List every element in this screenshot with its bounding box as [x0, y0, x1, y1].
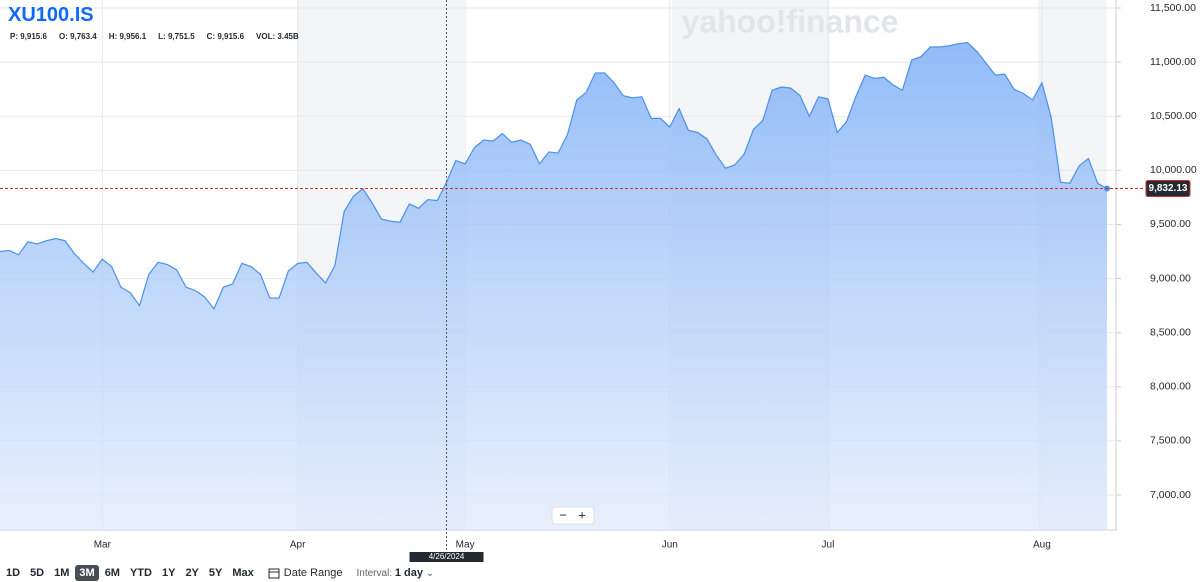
- y-tick-label: 10,500.00: [1150, 110, 1197, 122]
- y-tick-label: 10,000.00: [1150, 164, 1197, 176]
- range-button[interactable]: 5Y: [208, 567, 223, 579]
- date-range[interactable]: Date Range: [268, 567, 343, 579]
- quote-item: P: 9,915.6: [10, 32, 47, 41]
- interval[interactable]: Interval: 1 day ⌄: [356, 567, 435, 579]
- range-button[interactable]: 1M: [54, 567, 70, 579]
- x-tick-label: Jun: [662, 540, 678, 551]
- quote-key: L:: [158, 32, 166, 41]
- x-tick-label: Aug: [1033, 540, 1051, 551]
- header: XU100.IS: [8, 4, 94, 27]
- range-button[interactable]: YTD: [129, 567, 152, 579]
- zoom-control: − +: [551, 506, 595, 525]
- quote-value: 9,751.5: [167, 32, 195, 41]
- quote-key: VOL:: [256, 32, 276, 41]
- quote-item: H: 9,956.1: [109, 32, 146, 41]
- y-tick-label: 11,500.00: [1150, 2, 1196, 14]
- date-range-label: Date Range: [283, 567, 343, 579]
- quote-key: H:: [108, 32, 118, 41]
- quote: P: 9,915.6 O: 9,763.4 H: 9,956.1 L: 9,751.5…: [10, 32, 299, 41]
- y-tick-label: 7,500.00: [1150, 435, 1191, 447]
- y-tick-label: 8,000.00: [1150, 381, 1191, 393]
- range-button[interactable]: 1D: [6, 567, 21, 579]
- calendar-icon: [268, 568, 280, 579]
- x-tick-label: Apr: [290, 540, 306, 551]
- line: [0, 42, 1108, 311]
- range-button[interactable]: 2Y: [185, 567, 199, 579]
- range-button[interactable]: 1Y: [161, 567, 176, 579]
- y-tick-label: 7,000.00: [1150, 489, 1191, 501]
- zoom-out[interactable]: −: [559, 507, 567, 522]
- y-tick-label: 8,500.00: [1150, 326, 1191, 338]
- quote-value: 3.45B: [277, 32, 299, 41]
- quote-key: P:: [10, 32, 18, 41]
- watermark: yahoo!finance: [682, 3, 899, 39]
- x-tick-label: Jul: [822, 540, 835, 551]
- quote-key: O:: [58, 32, 68, 41]
- quote-item: VOL: 3.45B: [256, 32, 299, 41]
- interval-label: Interval:: [356, 568, 393, 579]
- zoom-box: [551, 506, 595, 525]
- quote-key: C:: [206, 32, 216, 41]
- quote-value: 9,915.6: [217, 32, 245, 41]
- range-button[interactable]: 3M: [75, 565, 99, 581]
- price-label: 9,832.13: [1149, 183, 1188, 194]
- range-button[interactable]: Max: [232, 567, 254, 579]
- crosshair-box: [409, 552, 484, 562]
- interval-value: 1 day: [394, 567, 423, 579]
- y-tick-label: 11,000.00: [1150, 56, 1196, 68]
- price-box: [1145, 180, 1191, 198]
- y-tick-label: 9,000.00: [1150, 272, 1191, 284]
- symbol: XU100.IS: [8, 4, 94, 26]
- x-tick-label: Mar: [94, 540, 112, 551]
- chart: yahoo!finance 7,000.00 7,500.00 8,000.00 8,…: [0, 0, 1197, 562]
- quote-item: O: 9,763.4: [59, 32, 97, 41]
- quote-value: 9,763.4: [70, 32, 97, 41]
- range-button[interactable]: 6M: [104, 567, 120, 579]
- zoom-in[interactable]: +: [578, 507, 586, 522]
- quote-item: L: 9,751.5: [158, 32, 195, 41]
- range-button[interactable]: 5D: [30, 567, 45, 579]
- y-tick-label: 9,500.00: [1150, 218, 1191, 230]
- toolbar: 1D 5D 1M 3M 6M YTD 1Y 2Y 5Y Max Date Range Interval…: [0, 564, 434, 582]
- area: [0, 42, 1107, 531]
- x-tick-label: May: [456, 540, 475, 551]
- quote-value: 9,915.6: [20, 32, 47, 41]
- quote-item: C: 9,915.6: [207, 32, 244, 41]
- quote-value: 9,956.1: [119, 32, 147, 41]
- crosshair-label: 4/26/2024: [429, 552, 465, 561]
